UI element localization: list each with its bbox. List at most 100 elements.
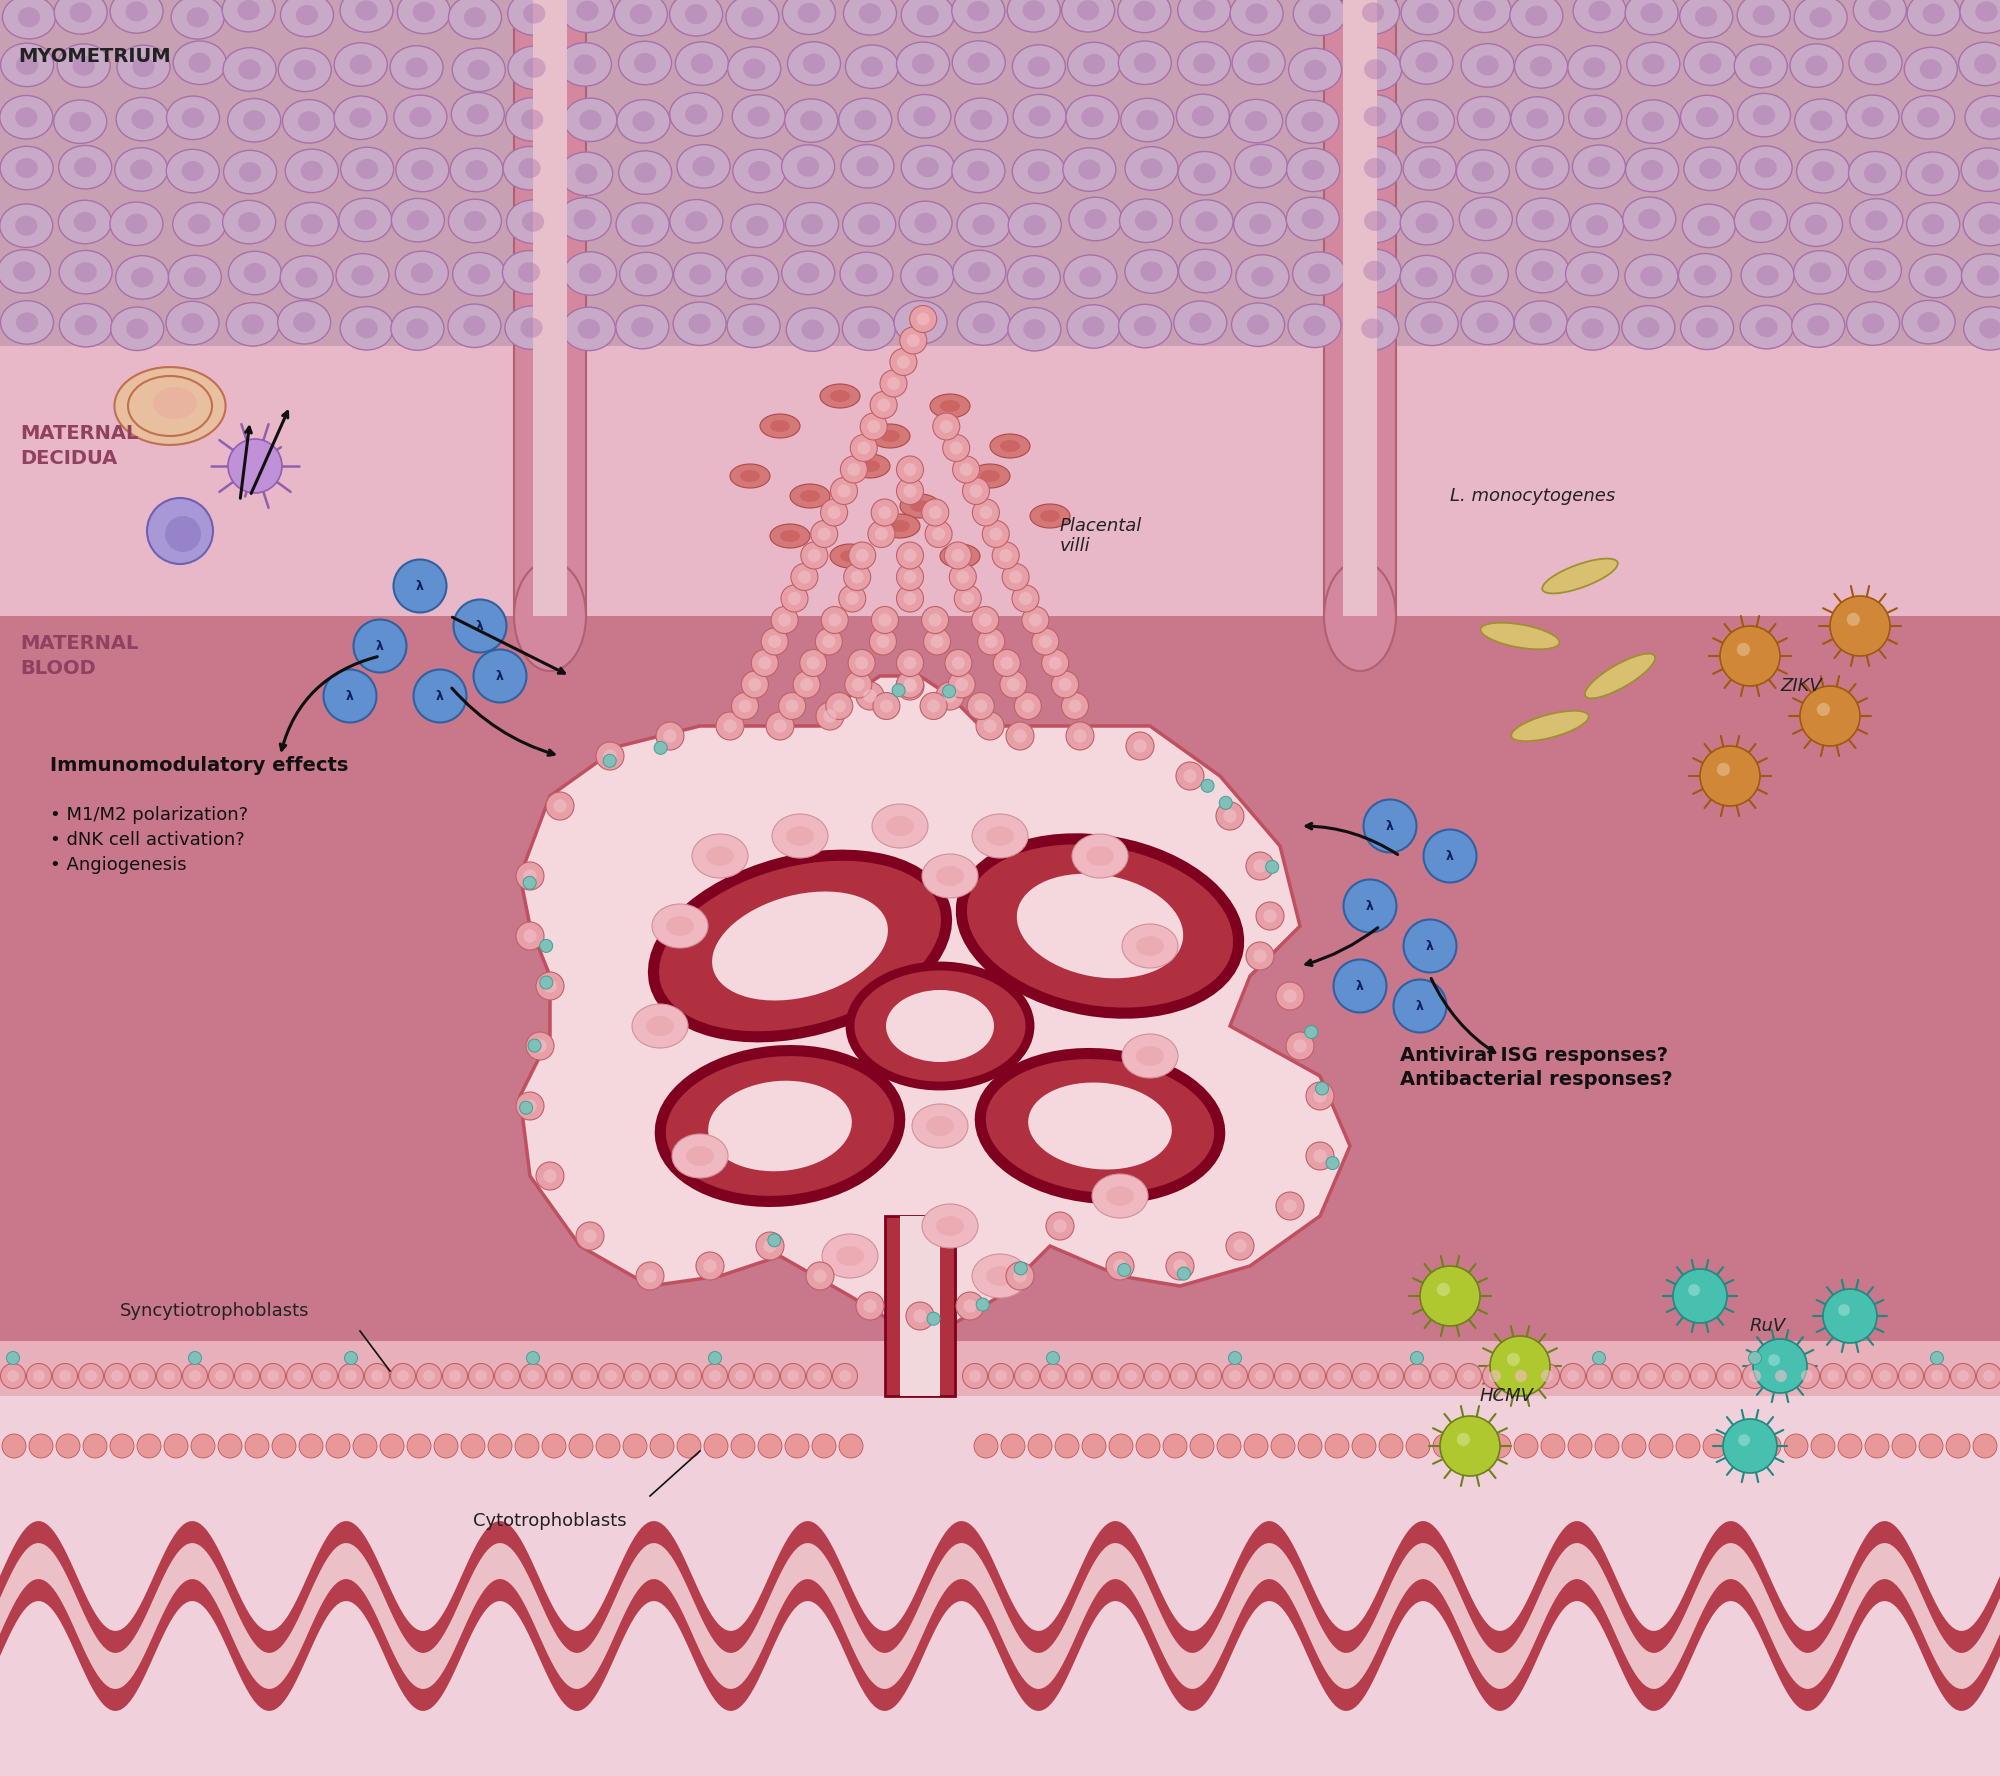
Circle shape <box>1638 1364 1664 1389</box>
Circle shape <box>1308 1369 1320 1382</box>
Circle shape <box>56 1433 80 1458</box>
Circle shape <box>524 1099 536 1114</box>
Ellipse shape <box>678 144 730 188</box>
Ellipse shape <box>1638 318 1660 337</box>
Ellipse shape <box>1140 261 1162 282</box>
Circle shape <box>1924 1364 1950 1389</box>
Circle shape <box>494 1364 520 1389</box>
Circle shape <box>1784 1433 1808 1458</box>
Circle shape <box>272 1433 296 1458</box>
Ellipse shape <box>74 263 96 282</box>
Circle shape <box>1022 606 1048 634</box>
Circle shape <box>800 678 814 691</box>
Ellipse shape <box>1580 265 1604 284</box>
Ellipse shape <box>1680 305 1734 350</box>
Ellipse shape <box>732 94 786 139</box>
Circle shape <box>524 876 536 890</box>
Text: RuV: RuV <box>1750 1318 1786 1336</box>
Circle shape <box>1730 1433 1754 1458</box>
Ellipse shape <box>1416 4 1438 23</box>
Circle shape <box>390 1364 416 1389</box>
Circle shape <box>1164 1433 1188 1458</box>
Circle shape <box>956 678 968 691</box>
Circle shape <box>904 570 916 584</box>
Circle shape <box>546 1364 572 1389</box>
Circle shape <box>1420 1266 1480 1327</box>
Circle shape <box>764 1240 776 1252</box>
Circle shape <box>1394 980 1446 1032</box>
Ellipse shape <box>114 147 168 192</box>
Circle shape <box>932 527 946 540</box>
Ellipse shape <box>1246 314 1270 334</box>
Circle shape <box>138 1369 150 1382</box>
Circle shape <box>1432 1433 1456 1458</box>
Circle shape <box>820 499 848 526</box>
Ellipse shape <box>152 387 196 419</box>
Ellipse shape <box>410 107 432 126</box>
Circle shape <box>878 398 890 412</box>
Circle shape <box>1672 1369 1684 1382</box>
Circle shape <box>814 1270 826 1282</box>
Ellipse shape <box>646 1016 674 1035</box>
Ellipse shape <box>632 112 654 131</box>
Circle shape <box>554 799 566 813</box>
Ellipse shape <box>16 158 38 178</box>
Ellipse shape <box>1696 107 1718 128</box>
Ellipse shape <box>652 904 708 948</box>
Ellipse shape <box>1848 249 1902 291</box>
Circle shape <box>704 1259 716 1273</box>
Ellipse shape <box>674 302 726 346</box>
Ellipse shape <box>858 215 880 234</box>
Circle shape <box>104 1364 130 1389</box>
Circle shape <box>716 712 744 741</box>
Ellipse shape <box>914 213 936 233</box>
Ellipse shape <box>1416 213 1438 233</box>
Circle shape <box>924 629 950 655</box>
Ellipse shape <box>1794 0 1848 39</box>
Ellipse shape <box>1288 304 1340 348</box>
Circle shape <box>1352 1364 1378 1389</box>
Circle shape <box>1066 723 1094 749</box>
Circle shape <box>1038 636 1052 648</box>
Circle shape <box>848 542 876 568</box>
Circle shape <box>1246 941 1274 970</box>
Circle shape <box>1244 1433 1268 1458</box>
Ellipse shape <box>800 215 824 234</box>
Ellipse shape <box>1008 256 1060 298</box>
Circle shape <box>1072 1369 1084 1382</box>
FancyBboxPatch shape <box>0 0 2000 346</box>
Circle shape <box>676 1433 702 1458</box>
Ellipse shape <box>1796 149 1850 194</box>
Ellipse shape <box>1416 266 1438 288</box>
Ellipse shape <box>1008 307 1060 352</box>
Ellipse shape <box>508 46 562 89</box>
Circle shape <box>604 749 616 762</box>
Ellipse shape <box>1750 211 1772 231</box>
Ellipse shape <box>1462 302 1514 345</box>
Circle shape <box>992 542 1020 568</box>
Circle shape <box>1040 1364 1066 1389</box>
Ellipse shape <box>1526 5 1548 27</box>
Circle shape <box>1838 1304 1850 1316</box>
Ellipse shape <box>1288 48 1342 92</box>
Circle shape <box>940 419 952 433</box>
Circle shape <box>0 1364 26 1389</box>
Circle shape <box>542 1433 566 1458</box>
Circle shape <box>632 1369 644 1382</box>
Ellipse shape <box>1684 147 1736 190</box>
Circle shape <box>424 1369 436 1382</box>
Circle shape <box>930 636 944 648</box>
Circle shape <box>972 606 998 634</box>
Circle shape <box>164 517 200 552</box>
Ellipse shape <box>748 162 770 181</box>
Circle shape <box>1872 1364 1898 1389</box>
Circle shape <box>868 520 894 547</box>
Circle shape <box>1568 1369 1580 1382</box>
Ellipse shape <box>578 320 600 339</box>
Ellipse shape <box>1680 0 1732 39</box>
Circle shape <box>650 1433 674 1458</box>
Circle shape <box>1644 1369 1656 1382</box>
Circle shape <box>1304 1025 1318 1039</box>
Ellipse shape <box>850 966 1030 1085</box>
Circle shape <box>572 1364 598 1389</box>
